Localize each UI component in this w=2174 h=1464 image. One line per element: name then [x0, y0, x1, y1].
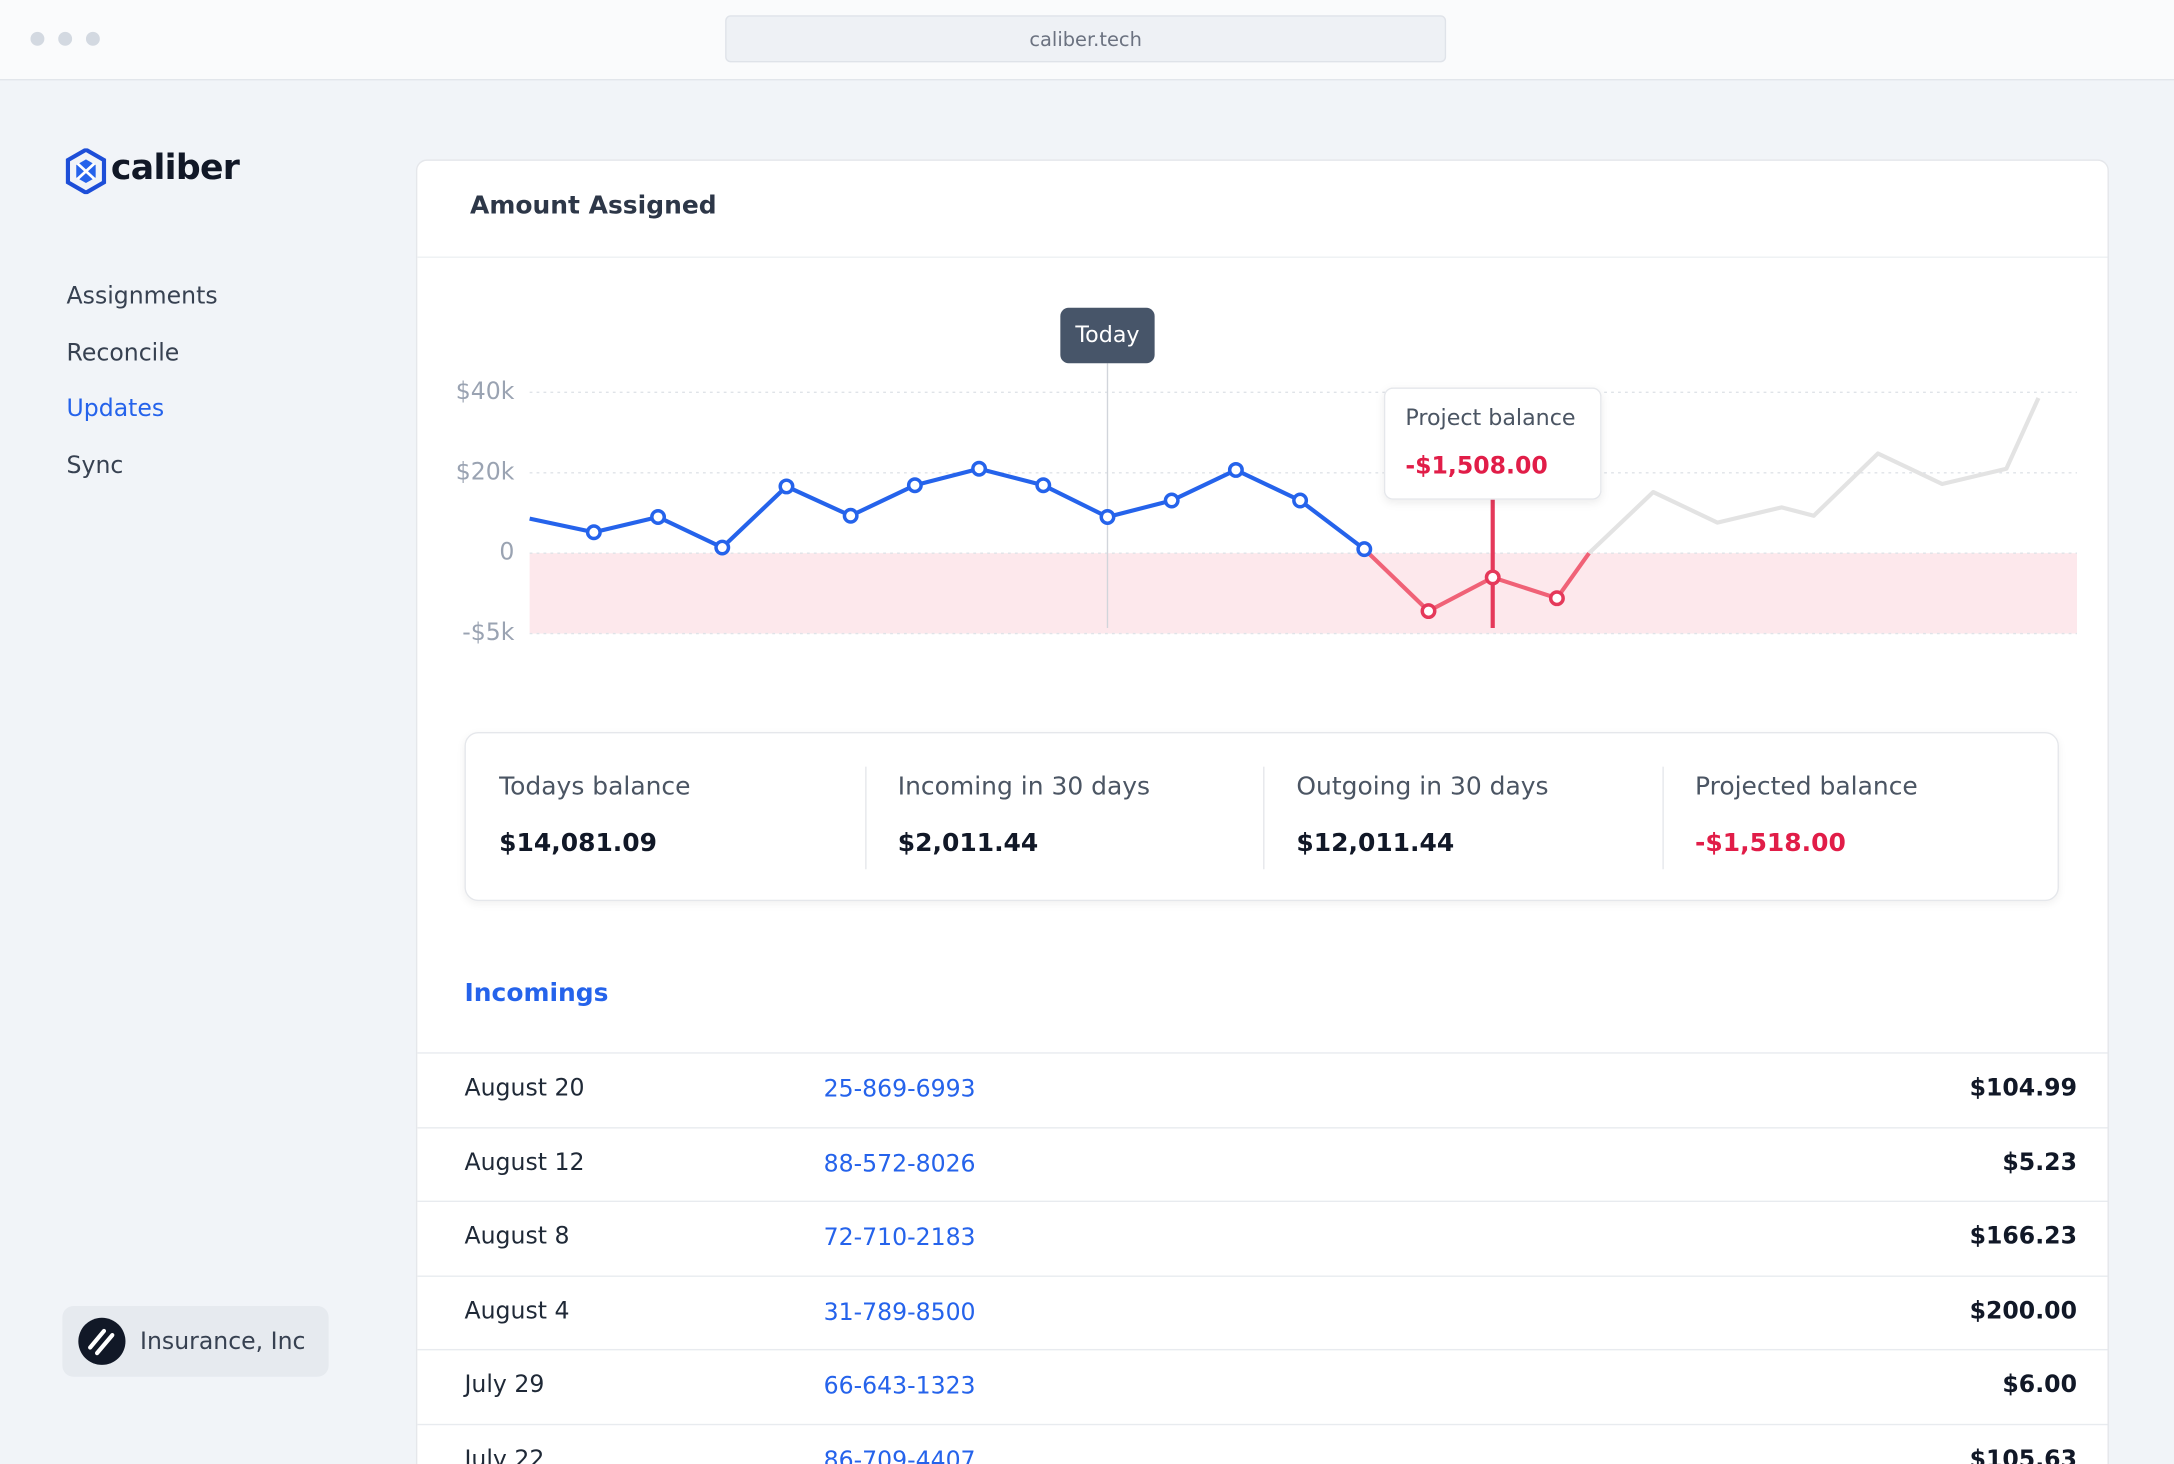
stat-label: Incoming in 30 days: [897, 772, 1151, 802]
reference-link[interactable]: 25-869-6993: [823, 1075, 976, 1104]
amount: $105.63: [1969, 1445, 2077, 1464]
today-badge: [1060, 307, 1155, 364]
date: August 20: [464, 1074, 585, 1103]
point: [585, 524, 602, 541]
stat-label: Projected balance: [1694, 772, 1918, 802]
window-dot: [58, 31, 73, 46]
balance-tooltip-title: Project balance: [1405, 405, 1575, 431]
amount: $6.00: [2002, 1371, 2077, 1399]
stat-divider: [1263, 766, 1265, 870]
stats-panel: Todays balance $14,081.09 Incoming in 30 d…: [464, 732, 2060, 902]
reference-link[interactable]: 31-789-8500: [823, 1298, 976, 1327]
stat-value: $12,011.44: [1296, 829, 1455, 859]
reference-link[interactable]: 86-709-4407: [823, 1446, 976, 1464]
point: [1356, 541, 1373, 558]
table-row: August 12 88-572-8026 $5.23: [417, 1126, 2108, 1201]
nav-item[interactable]: Updates: [66, 395, 165, 423]
balance-tooltip-value: -$1,508.00: [1405, 452, 1547, 480]
stat-value: $2,011.44: [897, 829, 1039, 859]
y-tick-label: 0: [499, 538, 514, 566]
nav-item[interactable]: Sync: [66, 451, 124, 480]
window-dot: [85, 31, 100, 46]
line: [1587, 397, 2041, 555]
divider: [417, 256, 2108, 258]
stat-divider: [864, 766, 866, 870]
stat-divider: [1661, 766, 1664, 870]
point: [1099, 509, 1116, 525]
date: August 4: [464, 1296, 570, 1325]
today-label: Today: [1074, 322, 1139, 348]
amount: $5.23: [2002, 1148, 2077, 1177]
stat: Outgoing in 30 days $12,011.44: [1263, 733, 1661, 899]
point: [1292, 492, 1309, 509]
stat-label: Outgoing in 30 days: [1296, 772, 1549, 802]
point: [1227, 461, 1244, 478]
card: Amount Assigned -$5k 0 $20k $40k Today Projec…: [415, 159, 2109, 1464]
balance-tooltip: [1383, 387, 1602, 500]
date: August 8: [464, 1222, 570, 1251]
point: [1163, 492, 1180, 509]
point: [650, 509, 667, 525]
point: [906, 477, 923, 494]
stat-label: Todays balance: [499, 772, 691, 802]
window-dot: [30, 31, 45, 46]
org-switcher[interactable]: Insurance, Inc: [62, 1305, 329, 1377]
card-title: Amount Assigned: [470, 191, 717, 221]
point: [1548, 590, 1565, 607]
logo-icon: [65, 148, 107, 195]
point: [1484, 569, 1501, 586]
stat-value: -$1,518.00: [1694, 829, 1846, 859]
amount: $200.00: [1969, 1296, 2077, 1325]
y-tick-label: $40k: [456, 377, 515, 405]
point: [714, 539, 731, 556]
nav-item[interactable]: Reconcile: [66, 338, 180, 367]
table-row: August 4 31-789-8500 $200.00: [417, 1274, 2108, 1350]
point: [778, 478, 795, 495]
y-tick-label: -$5k: [462, 618, 514, 646]
chart: -$5k 0 $20k $40k Today Project balance -$1,508…: [456, 307, 2077, 646]
point: [971, 460, 988, 477]
nav-item[interactable]: Assignments: [66, 282, 218, 311]
stat: Projected balance -$1,518.00: [1662, 733, 2060, 899]
date: July 29: [464, 1371, 545, 1399]
stat-value: $14,081.09: [499, 829, 658, 859]
stat: Incoming in 30 days $2,011.44: [864, 733, 1262, 899]
section-title: Incomings: [464, 978, 609, 1008]
logo-text: caliber: [110, 146, 240, 188]
table-row: August 8 72-710-2183 $166.23: [417, 1200, 2108, 1276]
date: July 22: [464, 1445, 545, 1464]
point: [842, 507, 859, 524]
y-tick-label: $20k: [456, 457, 515, 485]
negative-band: [529, 553, 2077, 634]
table-row: July 22 86-709-4407 $105.63: [417, 1423, 2108, 1464]
date: August 12: [464, 1148, 585, 1177]
amount: $166.23: [1969, 1222, 2077, 1251]
browser-bar: caliber.tech: [0, 0, 2174, 81]
table-row: August 20 25-869-6993 $104.99: [417, 1052, 2108, 1127]
point: [1420, 603, 1437, 620]
table-row: July 29 66-643-1323 $6.00: [417, 1348, 2108, 1424]
url-bar[interactable]: caliber.tech: [725, 15, 1447, 63]
point: [1035, 477, 1052, 494]
org-name: Insurance, Inc: [140, 1328, 306, 1356]
reference-link[interactable]: 88-572-8026: [823, 1150, 976, 1178]
org-icon: [78, 1317, 126, 1365]
stat: Todays balance $14,081.09: [466, 733, 864, 899]
reference-link[interactable]: 72-710-2183: [823, 1224, 976, 1252]
line: [529, 466, 1366, 551]
amount: $104.99: [1969, 1074, 2077, 1103]
reference-link[interactable]: 66-643-1323: [823, 1372, 976, 1401]
